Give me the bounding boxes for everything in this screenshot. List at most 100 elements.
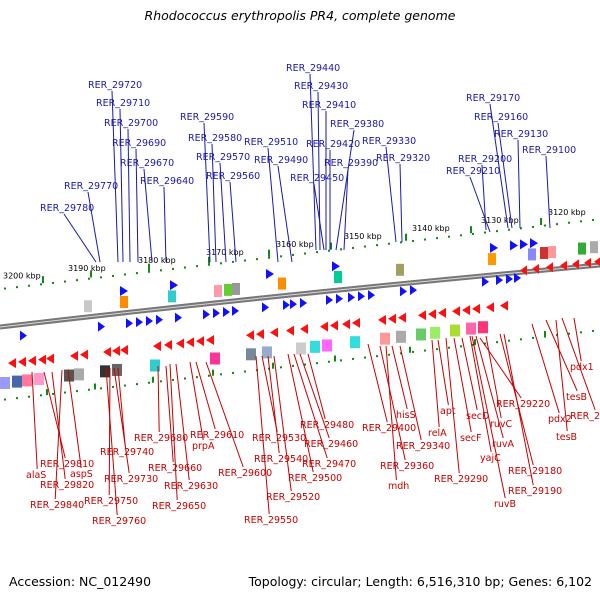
feature-block bbox=[450, 324, 460, 337]
bottom-label-leader bbox=[461, 337, 478, 411]
forward-gene-arrow bbox=[530, 238, 538, 249]
bottom-gene-label: RER_29460 bbox=[304, 439, 358, 450]
scale-tick bbox=[148, 270, 150, 273]
reverse-gene-arrow bbox=[500, 300, 508, 311]
scale-tick bbox=[556, 334, 558, 337]
bottom-label-leader bbox=[54, 369, 63, 500]
scale-major-tick bbox=[334, 355, 336, 362]
scale-tick bbox=[472, 343, 474, 346]
bottom-label-leader bbox=[169, 363, 178, 501]
forward-gene-arrow bbox=[290, 299, 297, 310]
reverse-gene-arrow bbox=[472, 303, 480, 314]
scale-tick bbox=[580, 331, 582, 334]
bottom-label-leader bbox=[157, 365, 160, 433]
top-gene-label: RER_29560 bbox=[206, 171, 260, 182]
scale-tick bbox=[16, 397, 18, 400]
forward-gene-arrow bbox=[213, 308, 220, 319]
bottom-gene-label: tesB bbox=[566, 392, 587, 403]
scale-tick bbox=[160, 380, 162, 383]
genome-summary-text: Topology: circular; Length: 6,516,310 bp… bbox=[248, 574, 592, 589]
scale-tick bbox=[268, 256, 270, 259]
reverse-gene-arrow bbox=[300, 324, 308, 334]
scale-tick bbox=[88, 388, 90, 391]
bottom-gene-label: RER_29340 bbox=[396, 441, 450, 452]
bottom-gene-label: RER_29290 bbox=[434, 474, 488, 485]
reverse-gene-arrow bbox=[120, 345, 128, 355]
reverse-gene-arrow bbox=[186, 337, 194, 348]
bottom-gene-label: RER_29760 bbox=[92, 516, 146, 527]
scale-major-tick bbox=[474, 339, 476, 346]
scale-label: 3200 kbp bbox=[3, 272, 41, 281]
forward-gene-arrow bbox=[156, 314, 163, 325]
bottom-gene-label: RER_29480 bbox=[300, 420, 354, 431]
top-gene-label: RER_29330 bbox=[362, 136, 416, 147]
scale-tick bbox=[196, 376, 198, 379]
reverse-gene-arrow bbox=[398, 312, 406, 323]
forward-gene-arrow bbox=[170, 280, 178, 291]
scale-tick bbox=[280, 255, 282, 258]
bottom-gene-label: RER_29600 bbox=[218, 468, 272, 479]
scale-major-tick bbox=[212, 369, 214, 376]
bottom-gene-label: tesB bbox=[556, 432, 577, 443]
reverse-gene-arrow bbox=[428, 309, 436, 320]
top-gene-label: RER_29420 bbox=[306, 139, 360, 150]
scale-tick bbox=[172, 267, 174, 270]
scale-tick bbox=[592, 329, 594, 332]
top-gene-label: RER_29590 bbox=[180, 112, 234, 123]
scale-tick bbox=[292, 253, 294, 256]
scale-tick bbox=[328, 360, 330, 363]
bottom-gene-label: RER_29540 bbox=[254, 454, 308, 465]
bottom-gene-label: secD bbox=[466, 411, 489, 422]
scale-tick bbox=[364, 356, 366, 359]
top-label-leader bbox=[111, 90, 119, 263]
reverse-gene-arrow bbox=[246, 330, 254, 341]
bottom-gene-label: mdh bbox=[388, 481, 409, 492]
top-label-leader bbox=[335, 129, 355, 251]
top-label-leader bbox=[267, 147, 279, 263]
accession-text: Accession: NC_012490 bbox=[9, 574, 152, 589]
reverse-gene-arrow bbox=[164, 339, 172, 350]
scale-major-tick bbox=[46, 389, 48, 396]
forward-gene-arrow bbox=[336, 293, 343, 304]
feature-block bbox=[210, 352, 220, 365]
bottom-gene-label: RER_29110 bbox=[570, 411, 600, 422]
bottom-label-leader bbox=[261, 355, 278, 433]
reverse-gene-arrow bbox=[438, 307, 446, 318]
scale-tick bbox=[4, 398, 6, 401]
top-gene-label: RER_29380 bbox=[330, 119, 384, 130]
bottom-gene-label: RER_29520 bbox=[266, 492, 320, 503]
scale-tick bbox=[160, 269, 162, 272]
scale-tick bbox=[400, 241, 402, 244]
top-gene-label: RER_29320 bbox=[376, 153, 430, 164]
bottom-label-leader bbox=[287, 353, 314, 473]
scale-tick bbox=[376, 355, 378, 358]
scale-tick bbox=[136, 272, 138, 275]
bottom-label-leader bbox=[165, 365, 174, 463]
bottom-gene-label: RER_29400 bbox=[362, 423, 416, 434]
forward-gene-arrow bbox=[300, 298, 307, 308]
reverse-gene-arrow bbox=[103, 346, 111, 357]
bottom-label-leader bbox=[437, 339, 449, 406]
scale-tick bbox=[100, 387, 102, 390]
scale-tick bbox=[436, 348, 438, 351]
scale-tick bbox=[400, 352, 402, 355]
top-gene-label: RER_29160 bbox=[474, 112, 528, 123]
scale-tick bbox=[484, 342, 486, 345]
bottom-gene-label: RER_29630 bbox=[164, 481, 218, 492]
top-label-leader bbox=[497, 122, 513, 229]
scale-tick bbox=[232, 371, 234, 374]
scale-major-tick bbox=[405, 233, 407, 241]
feature-block bbox=[334, 271, 342, 284]
reverse-gene-arrow bbox=[176, 338, 184, 349]
reverse-gene-arrow bbox=[256, 329, 264, 340]
top-gene-label: RER_29450 bbox=[290, 173, 344, 184]
scale-tick bbox=[424, 238, 426, 241]
top-label-leader bbox=[163, 186, 167, 263]
top-label-leader bbox=[317, 91, 321, 251]
top-gene-label: RER_29780 bbox=[40, 203, 94, 214]
scale-tick bbox=[340, 359, 342, 362]
reverse-gene-arrow bbox=[418, 310, 426, 321]
bottom-gene-label: RER_29820 bbox=[40, 480, 94, 491]
scale-tick bbox=[184, 377, 186, 380]
